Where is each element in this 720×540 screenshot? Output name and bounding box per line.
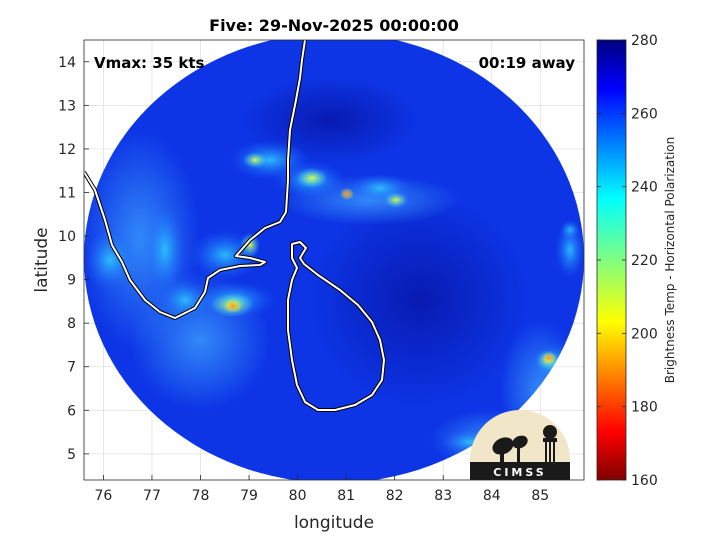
x-tick-label: 82 bbox=[386, 488, 404, 504]
logo-band bbox=[470, 462, 570, 480]
satellite-dish-icon bbox=[492, 435, 528, 462]
y-tick-label: 12 bbox=[58, 142, 76, 158]
x-axis-ticks: 76 77 78 79 80 81 82 83 84 85 bbox=[95, 475, 549, 504]
warm-core bbox=[296, 168, 328, 188]
x-tick-label: 78 bbox=[192, 488, 210, 504]
coastlines bbox=[84, 40, 386, 412]
hot-spot bbox=[224, 299, 242, 313]
colorbar-tick-label: 280 bbox=[631, 33, 658, 49]
y-tick-label: 9 bbox=[67, 273, 76, 289]
x-tick-label: 85 bbox=[531, 488, 549, 504]
y-tick-label: 14 bbox=[58, 55, 76, 71]
colorbar-tick-label: 180 bbox=[631, 400, 658, 416]
x-tick-label: 84 bbox=[483, 488, 501, 504]
convective-band bbox=[160, 280, 210, 320]
vmax-annotation: Vmax: 35 kts bbox=[94, 54, 204, 72]
cimss-logo: CIMSS bbox=[470, 410, 570, 480]
logo-text: CIMSS bbox=[493, 466, 546, 479]
colorbar-tick-label: 200 bbox=[631, 326, 658, 342]
y-tick-label: 7 bbox=[67, 360, 76, 376]
hot-spot bbox=[340, 188, 354, 200]
x-axis-label: longitude bbox=[294, 513, 374, 533]
axes-frame bbox=[83, 39, 585, 481]
sri-lanka-coastline bbox=[287, 241, 385, 411]
x-tick-label: 76 bbox=[95, 488, 113, 504]
colorbar-tick-label: 220 bbox=[631, 253, 658, 269]
colorbar-tick-label: 260 bbox=[631, 106, 658, 122]
colorbar-ticks: 160 180 200 220 240 260 280 bbox=[597, 33, 658, 489]
time-away-annotation: 00:19 away bbox=[479, 54, 576, 72]
x-tick-label: 83 bbox=[434, 488, 452, 504]
x-tick-label: 79 bbox=[240, 488, 258, 504]
darker-region bbox=[310, 190, 530, 410]
hot-spot bbox=[542, 352, 556, 364]
warm-core bbox=[384, 192, 408, 208]
y-tick-label: 11 bbox=[58, 185, 76, 201]
colorbar-tick-label: 240 bbox=[631, 180, 658, 196]
chart-title: Five: 29-Nov-2025 00:00:00 bbox=[209, 16, 459, 35]
y-tick-label: 5 bbox=[67, 447, 76, 463]
swath-disc bbox=[84, 40, 584, 480]
india-coastline bbox=[84, 40, 306, 319]
water-tower-icon bbox=[543, 425, 557, 462]
y-tick-label: 6 bbox=[67, 403, 76, 419]
y-tick-label: 8 bbox=[67, 316, 76, 332]
colorbar-tick-label: 160 bbox=[631, 473, 658, 489]
y-tick-label: 13 bbox=[58, 98, 76, 114]
warm-core bbox=[240, 233, 260, 257]
y-tick-label: 10 bbox=[58, 229, 76, 245]
x-tick-label: 81 bbox=[337, 488, 355, 504]
y-axis-label: latitude bbox=[32, 227, 52, 292]
convective-band bbox=[85, 230, 135, 290]
colorbar bbox=[596, 39, 627, 481]
x-tick-label: 77 bbox=[143, 488, 161, 504]
convective-band bbox=[145, 205, 185, 295]
colorbar-label: Brightness Temp - Horizontal Polarizatio… bbox=[663, 137, 677, 384]
y-axis-ticks: 5 6 7 8 9 10 11 12 13 14 bbox=[58, 55, 89, 463]
convective-band bbox=[560, 220, 580, 240]
x-tick-label: 80 bbox=[289, 488, 307, 504]
warm-core bbox=[243, 152, 267, 168]
